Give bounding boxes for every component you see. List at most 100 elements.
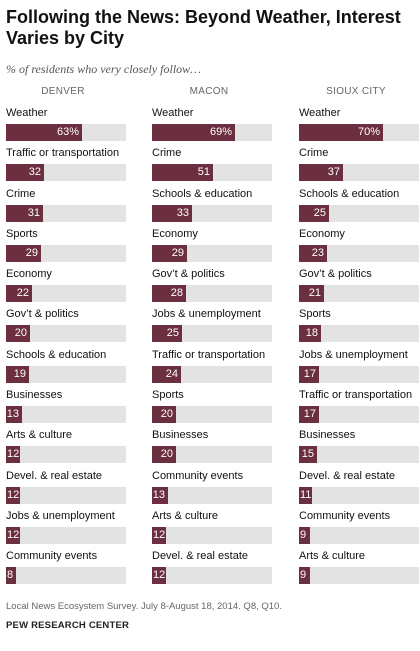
value-label: 20 [160,408,173,421]
bar-row: Arts & culture 9 [299,549,420,589]
bar-row: Crime 51 [152,146,277,186]
bar-row: Crime 37 [299,146,420,186]
value-label: 37 [327,166,340,179]
category-label: Community events [6,550,98,563]
survey-note: Local News Ecosystem Survey. July 8-Augu… [6,601,282,612]
category-label: Arts & culture [299,550,366,563]
panel-sioux-city: SIOUX CITY Weather 70% Crime 37 Schools & ed… [299,86,420,590]
bar-track: 17 [299,365,419,383]
bar-track: 29 [6,244,126,262]
bar-track: 29 [152,244,272,262]
bar [299,406,319,424]
value-label: 13 [6,408,19,421]
value-label: 29 [25,246,38,259]
bar-track: 20 [152,446,272,464]
bar-track: 12 [6,526,126,544]
bar-track: 13 [6,406,126,424]
panel-header: SIOUX CITY [326,86,386,97]
bar [299,204,329,222]
chart-subtitle: % of residents who very closely follow… [6,62,201,76]
category-label: Jobs & unemployment [299,348,408,361]
bar [152,164,213,182]
category-label: Gov’t & politics [6,308,79,321]
category-label: Traffic or transportation [299,389,413,402]
bar-track: 19 [6,365,126,383]
bar [6,446,20,464]
bar [299,567,310,585]
bar [152,526,166,544]
bar [152,124,235,141]
bar-track: 20 [152,406,272,424]
category-label: Weather [299,107,341,119]
bar-row: Jobs & unemployment 25 [152,307,277,347]
value-label: 19 [13,367,26,380]
bar [299,325,321,343]
bar-row: Sports 29 [6,227,131,267]
bar-track: 24 [152,365,272,383]
value-label: 32 [28,166,41,179]
chart-title: Following the News: Beyond Weather, Inte… [6,7,401,48]
bar-row: Economy 22 [6,267,131,307]
bar-row: Sports 18 [299,307,420,347]
bar-track: 37 [299,164,419,182]
bar-row: Businesses 20 [152,428,277,468]
value-label: 13 [152,488,165,501]
category-label: Sports [152,389,184,402]
bar [6,204,43,222]
value-label: 25 [313,206,326,219]
bar-track: 69% [152,124,272,141]
value-label: 51 [197,166,210,179]
bar-row: Weather 63% [6,106,131,146]
bar [6,486,20,504]
category-label: Crime [152,147,182,160]
bar-list: Weather 63% Traffic or transportation 32 Cri… [6,106,131,590]
category-label: Schools & education [299,187,400,200]
value-label: 24 [165,367,178,380]
bar-row: Gov’t & politics 21 [299,267,420,307]
category-label: Jobs & unemployment [152,308,261,321]
category-label: Businesses [6,389,63,402]
category-label: Economy [299,227,345,240]
category-label: Crime [299,147,329,160]
bar-row: Traffic or transportation 24 [152,348,277,388]
value-label: 22 [16,287,29,300]
bar-row: Devel. & real estate 11 [299,469,420,509]
bar-track: 23 [299,244,419,262]
category-label: Traffic or transportation [6,147,120,160]
bar-row: Devel. & real estate 12 [6,469,131,509]
value-label: 20 [160,448,173,461]
value-label: 69% [209,126,232,138]
bar-row: Jobs & unemployment 17 [299,348,420,388]
category-label: Businesses [299,429,356,442]
category-label: Arts & culture [152,509,219,522]
value-label: 17 [303,408,316,421]
category-label: Schools & education [6,348,107,361]
bar [299,244,327,262]
bar-track: 17 [299,406,419,424]
bar-row: Devel. & real estate 12 [152,549,277,589]
bar-track: 8 [6,567,126,585]
bar-row: Schools & education 19 [6,348,131,388]
value-label: 23 [311,246,324,259]
category-label: Gov’t & politics [152,268,225,281]
bar [6,164,44,182]
bar [299,486,312,504]
bar-row: Jobs & unemployment 12 [6,509,131,549]
bar [299,164,343,182]
bar-track: 12 [6,486,126,504]
bar-row: Sports 20 [152,388,277,428]
bar [152,567,166,585]
bar-row: Schools & education 25 [299,187,420,227]
bar-row: Gov’t & politics 20 [6,307,131,347]
bar-row: Crime 31 [6,187,131,227]
value-label: 12 [7,528,20,541]
bar [6,365,29,383]
bar-list: Weather 70% Crime 37 Schools & education 25 Ec… [299,106,420,590]
category-label: Traffic or transportation [152,348,266,361]
category-label: Devel. & real estate [152,550,248,563]
value-label: 28 [170,287,183,300]
bar-track: 13 [152,486,272,504]
value-label: 25 [166,327,179,340]
category-label: Devel. & real estate [6,469,102,482]
category-label: Crime [6,187,36,200]
